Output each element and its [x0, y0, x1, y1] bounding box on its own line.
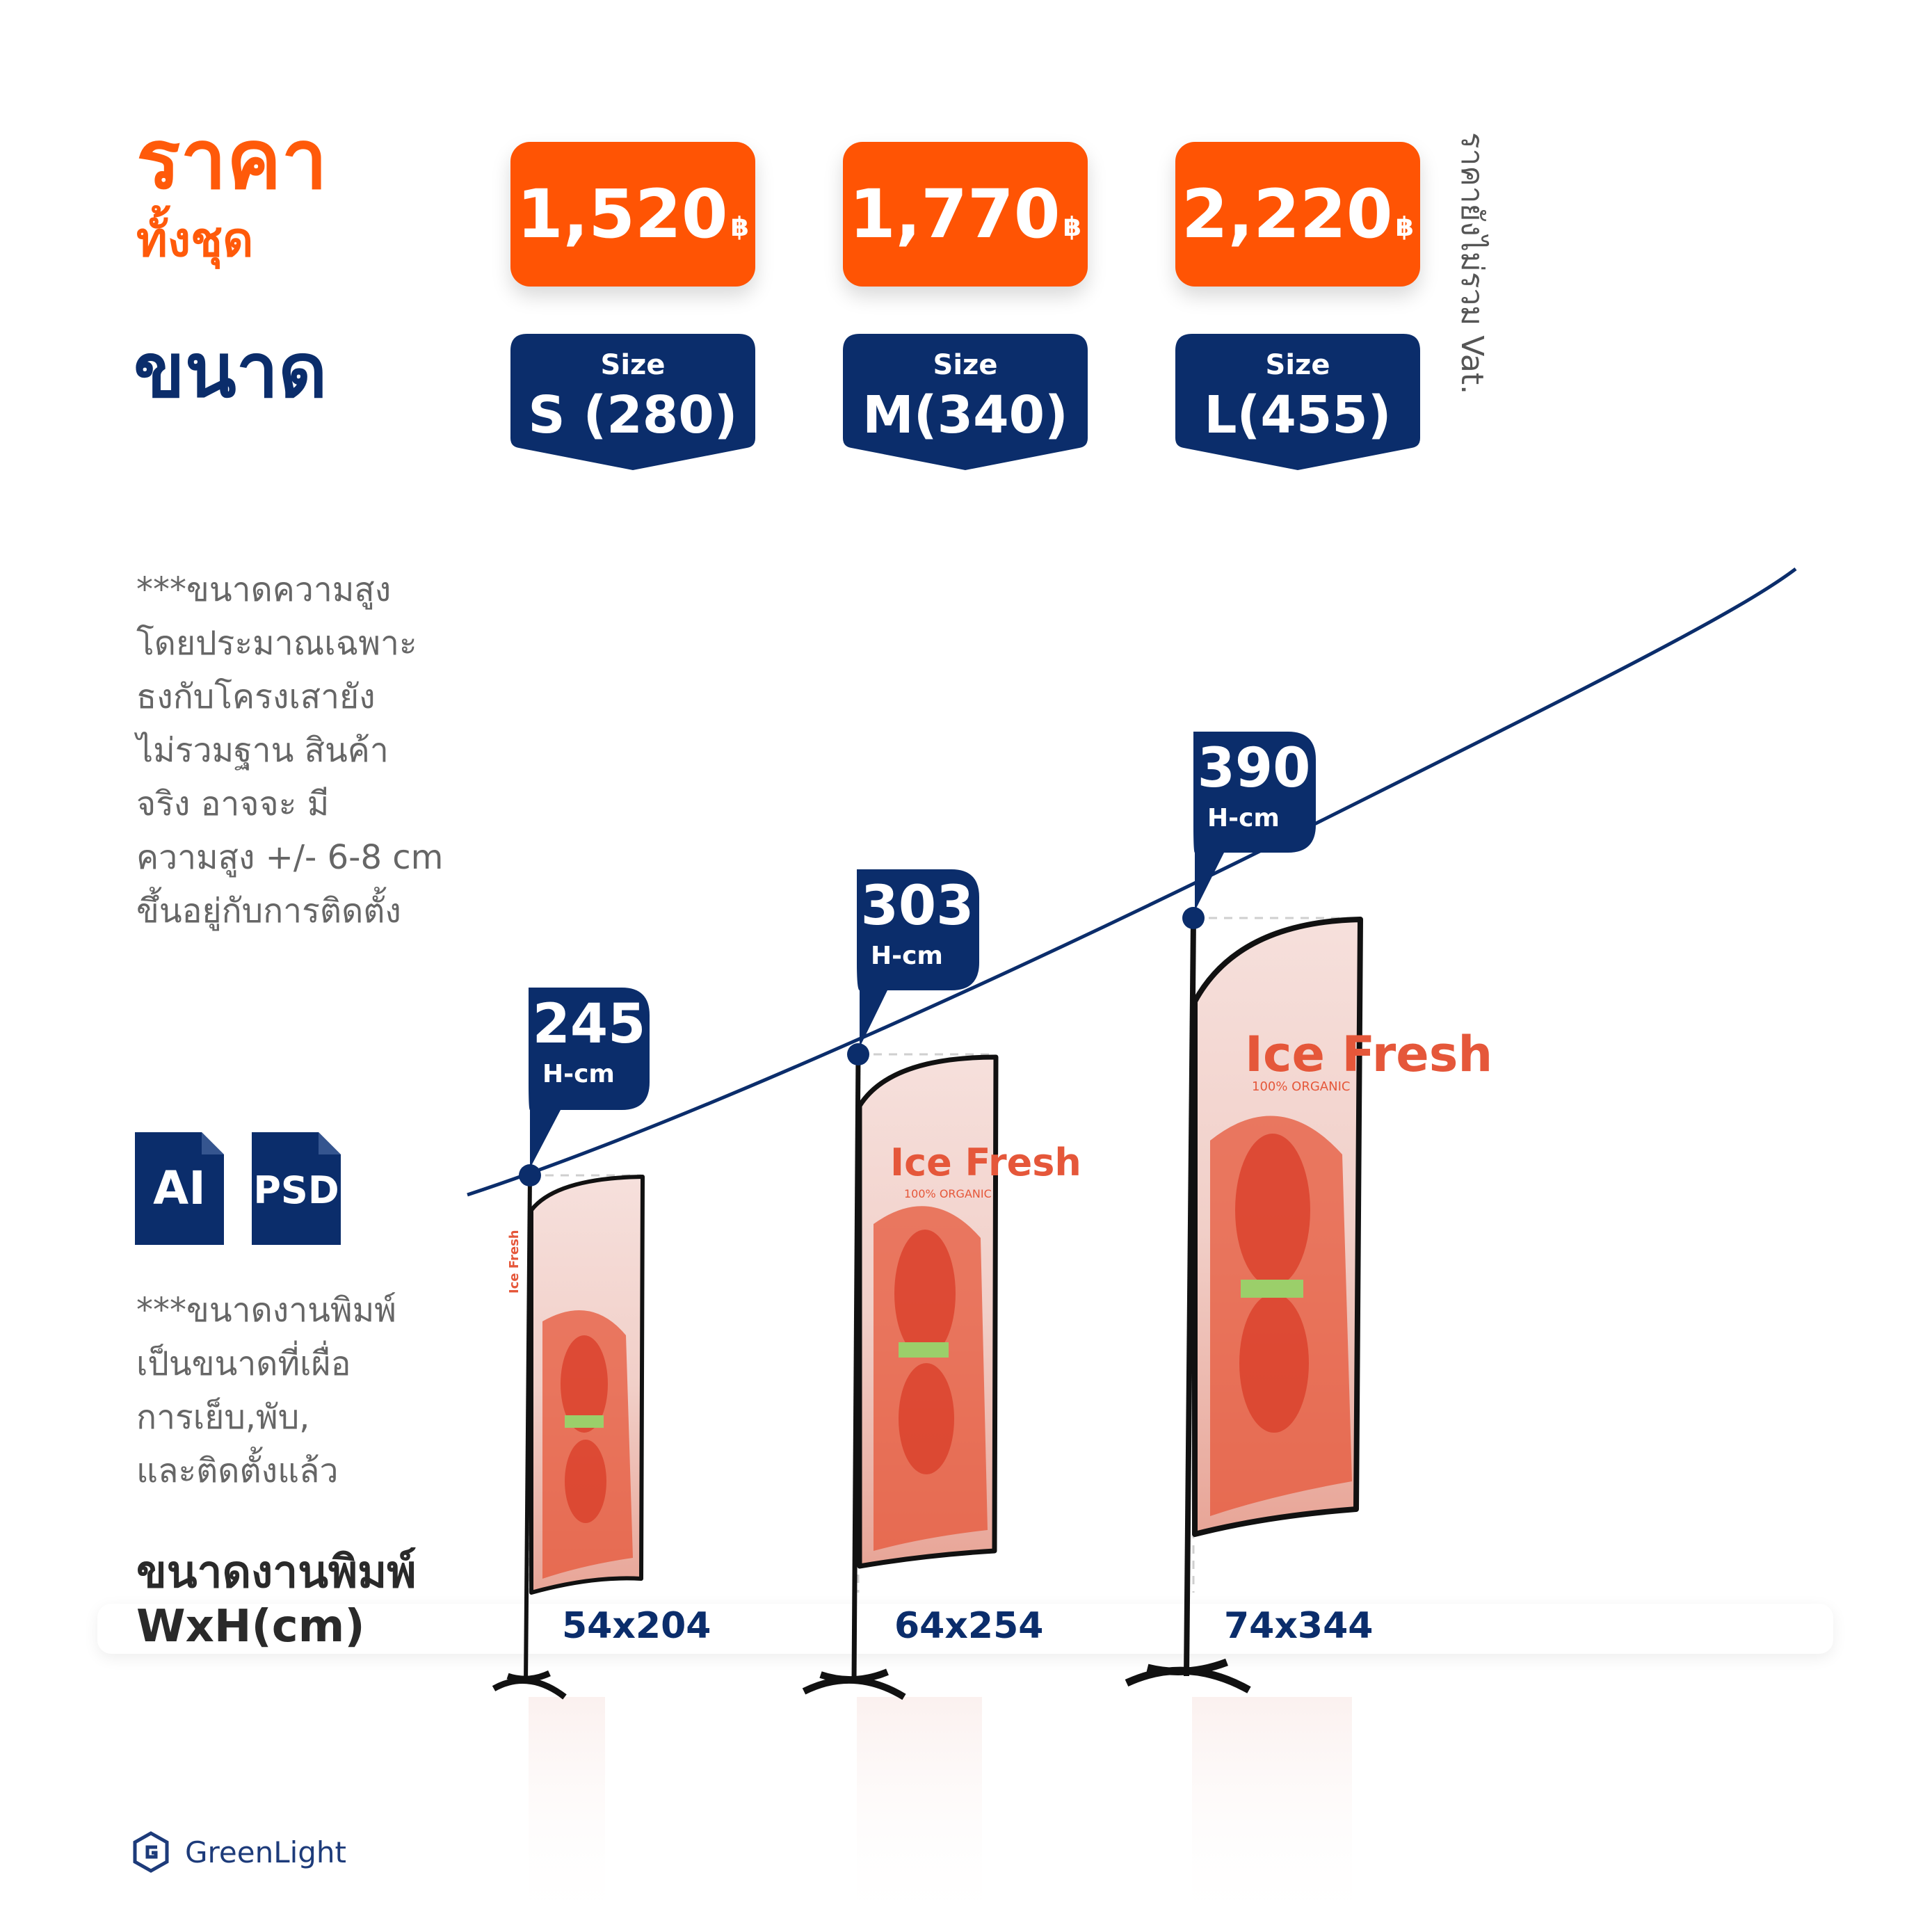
size-box-l: Size L(455)	[1175, 334, 1420, 470]
height-bubble-l	[1193, 732, 1316, 911]
flag-medium: Ice Fresh 100% ORGANIC	[802, 1054, 1081, 1700]
price-box-s: 1,520 ฿	[510, 142, 755, 287]
height-point	[519, 1164, 541, 1186]
height-note: ***ขนาดความสูง โดยประมาณเฉพาะ ธงกับโครงเ…	[136, 570, 444, 931]
psd-label: PSD	[253, 1168, 339, 1212]
price-box-m: 1,770 ฿	[843, 142, 1088, 287]
brand-name: GreenLight	[185, 1835, 347, 1869]
flag-artwork-title: Ice Fresh	[890, 1141, 1081, 1184]
greenlight-logo-icon	[133, 1831, 169, 1873]
price-value: 2,220	[1181, 175, 1393, 253]
brand: GreenLight	[129, 1830, 346, 1874]
price-box-l: 2,220 ฿	[1175, 142, 1420, 287]
size-box-s: Size S (280)	[510, 334, 755, 470]
height-point	[1182, 907, 1205, 929]
height-unit: H-cm	[1207, 804, 1280, 832]
flag-reflection	[529, 1697, 605, 1932]
currency-symbol: ฿	[730, 211, 750, 242]
price-value: 1,520	[516, 175, 728, 253]
flag-artwork-tagline: 100% ORGANIC	[1252, 1079, 1350, 1094]
height-bubble-s	[529, 988, 650, 1168]
ai-file-icon: AI	[135, 1132, 224, 1245]
size-value: S (280)	[528, 385, 738, 445]
currency-symbol: ฿	[1063, 211, 1082, 242]
height-curve	[467, 567, 1797, 1197]
size-value: M(340)	[862, 385, 1068, 445]
height-point	[847, 1043, 869, 1065]
size-box-m: Size M(340)	[843, 334, 1088, 470]
flag-artwork-title: Ice Fresh	[1245, 1026, 1492, 1083]
flag-small: Ice Fresh	[492, 1175, 645, 1700]
flag-reflection	[857, 1697, 982, 1932]
size-label: Size	[1265, 349, 1330, 381]
psd-file-icon: PSD	[252, 1132, 341, 1245]
flag-reflection	[1192, 1697, 1352, 1932]
ai-label: AI	[153, 1161, 206, 1215]
flag-large: Ice Fresh 100% ORGANIC	[1125, 917, 1492, 1693]
height-bubble-m	[857, 869, 979, 1047]
print-size-label: ขนาดงานพิมพ์ WxH(cm)	[136, 1545, 417, 1654]
size-title: ขนาด	[134, 328, 328, 414]
print-size-m: 64x254	[894, 1605, 1044, 1647]
height-value: 245	[532, 993, 646, 1056]
print-size-label-line2: WxH(cm)	[136, 1601, 365, 1652]
flag-artwork-tagline: 100% ORGANIC	[904, 1187, 992, 1200]
print-note: ***ขนาดงานพิมพ์ เป็นขนาดที่เผื่อ การเย็บ…	[136, 1291, 396, 1490]
size-label: Size	[933, 349, 998, 381]
print-size-l: 74x344	[1224, 1605, 1374, 1647]
size-label: Size	[600, 349, 666, 381]
flag-artwork-title: Ice Fresh	[507, 1230, 522, 1294]
price-title: ราคา	[136, 111, 328, 207]
print-size-label-line1: ขนาดงานพิมพ์	[136, 1547, 417, 1598]
height-unit: H-cm	[871, 942, 943, 970]
height-value: 390	[1197, 737, 1311, 800]
print-size-bar	[97, 1604, 1833, 1654]
price-subtitle: ทั้งชุด	[136, 213, 254, 268]
size-value: L(455)	[1204, 385, 1392, 445]
height-value: 303	[860, 875, 974, 937]
currency-symbol: ฿	[1395, 211, 1415, 242]
height-unit: H-cm	[542, 1060, 615, 1088]
print-size-s: 54x204	[562, 1605, 711, 1647]
price-value: 1,770	[848, 175, 1061, 253]
